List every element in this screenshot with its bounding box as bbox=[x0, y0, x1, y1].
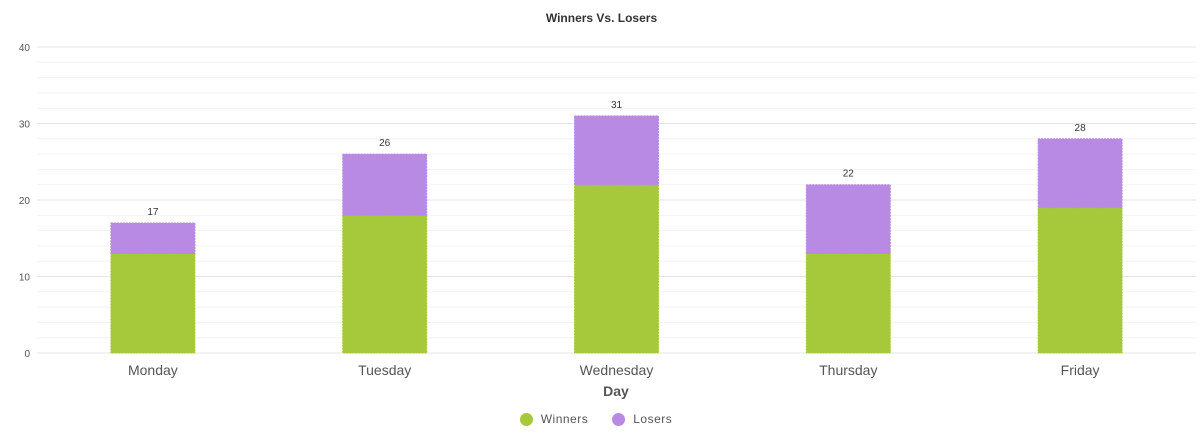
y-axis-ticks: 0 10 20 30 40 bbox=[19, 43, 31, 360]
legend-winners-swatch bbox=[519, 412, 533, 426]
bar-losers-friday bbox=[1037, 138, 1123, 209]
x-tick-label-monday: Monday bbox=[128, 362, 178, 378]
bar-winners-tuesday bbox=[342, 214, 428, 354]
bar-winners-friday bbox=[1037, 207, 1123, 354]
y-tick-label: 20 bbox=[19, 196, 31, 207]
x-tick-label-tuesday: Tuesday bbox=[358, 362, 411, 378]
legend-item-losers[interactable]: Losers bbox=[612, 412, 672, 426]
bars-layer bbox=[110, 115, 1123, 354]
bar-losers-tuesday bbox=[342, 153, 428, 216]
total-label-monday: 17 bbox=[147, 207, 159, 218]
total-label-friday: 28 bbox=[1075, 123, 1087, 134]
x-axis-ticks: Monday Tuesday Wednesday Thursday Friday bbox=[128, 362, 1100, 378]
bar-winners-wednesday bbox=[574, 184, 659, 354]
total-label-wednesday: 31 bbox=[611, 100, 623, 111]
legend-losers-swatch bbox=[612, 412, 626, 426]
y-tick-label: 0 bbox=[24, 349, 30, 360]
legend: Winners Losers bbox=[0, 412, 1192, 426]
total-label-thursday: 22 bbox=[843, 169, 855, 180]
y-tick-label: 10 bbox=[19, 273, 31, 284]
bar-winners-thursday bbox=[805, 253, 891, 354]
x-tick-label-friday: Friday bbox=[1061, 362, 1100, 378]
x-tick-label-wednesday: Wednesday bbox=[580, 362, 654, 378]
bar-losers-thursday bbox=[805, 184, 891, 255]
bar-losers-wednesday bbox=[574, 115, 659, 186]
total-label-tuesday: 26 bbox=[379, 138, 391, 149]
y-tick-label: 40 bbox=[19, 43, 31, 54]
legend-losers-label: Losers bbox=[633, 412, 673, 426]
legend-winners-label: Winners bbox=[540, 412, 589, 426]
bar-winners-monday bbox=[110, 253, 196, 354]
total-labels-layer: 17 26 31 22 28 bbox=[147, 100, 1086, 218]
x-axis-label: Day bbox=[603, 383, 629, 399]
y-tick-label: 30 bbox=[19, 120, 31, 131]
x-tick-label-thursday: Thursday bbox=[819, 362, 877, 378]
legend-item-winners[interactable]: Winners bbox=[519, 412, 589, 426]
bar-losers-monday bbox=[110, 222, 196, 255]
chart-title: Winners Vs. Losers bbox=[545, 11, 658, 25]
